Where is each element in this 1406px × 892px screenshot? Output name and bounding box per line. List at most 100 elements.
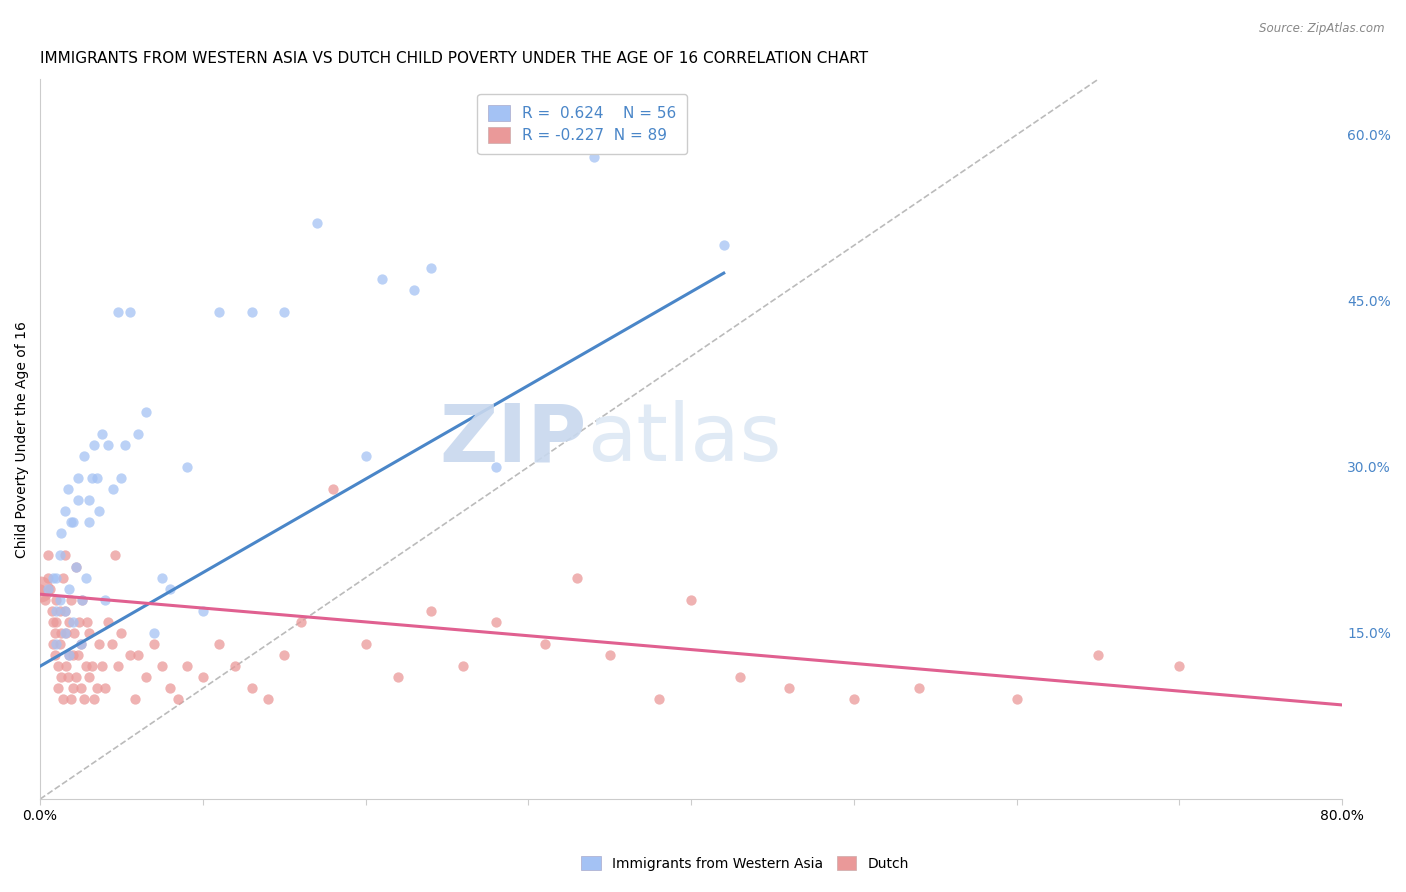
Point — [104, 549, 127, 563]
Point — [37, 582, 59, 596]
Point — [86, 471, 108, 485]
Point — [453, 659, 475, 673]
Point — [30, 582, 52, 596]
Point — [62, 615, 84, 629]
Point — [63, 626, 86, 640]
Point — [66, 471, 89, 485]
Point — [322, 482, 344, 496]
Point — [124, 692, 146, 706]
Point — [82, 471, 104, 485]
Point — [1087, 648, 1109, 662]
Point — [100, 637, 122, 651]
Point — [30, 582, 52, 596]
Point — [908, 681, 931, 696]
Point — [46, 659, 69, 673]
Point — [167, 692, 190, 706]
Point — [77, 670, 100, 684]
Point — [103, 482, 125, 496]
Point — [44, 648, 66, 662]
Point — [135, 670, 157, 684]
Point — [41, 604, 63, 618]
Point — [371, 271, 394, 285]
Point — [107, 305, 129, 319]
Point — [42, 571, 65, 585]
Point — [354, 637, 377, 651]
Point — [404, 283, 426, 297]
Point — [118, 648, 141, 662]
Point — [77, 493, 100, 508]
Point — [1005, 692, 1028, 706]
Point — [48, 637, 70, 651]
Point — [52, 571, 75, 585]
Point — [73, 692, 96, 706]
Point — [224, 659, 246, 673]
Point — [257, 692, 280, 706]
Point — [62, 648, 84, 662]
Point — [83, 692, 105, 706]
Point — [55, 659, 77, 673]
Point — [69, 637, 91, 651]
Point — [582, 150, 605, 164]
Point — [65, 559, 87, 574]
Point — [37, 549, 59, 563]
Point — [778, 681, 800, 696]
Point — [55, 626, 77, 640]
Point — [45, 571, 67, 585]
Point — [75, 659, 97, 673]
Point — [53, 604, 76, 618]
Point — [191, 670, 214, 684]
Point — [45, 592, 67, 607]
Point — [110, 626, 132, 640]
Point — [1168, 659, 1191, 673]
Point — [159, 582, 181, 596]
Point — [83, 438, 105, 452]
Point — [713, 238, 735, 252]
Point — [77, 515, 100, 529]
Point — [48, 592, 70, 607]
Point — [97, 615, 120, 629]
Point — [647, 692, 669, 706]
Point — [191, 604, 214, 618]
Point — [135, 404, 157, 418]
Point — [58, 648, 80, 662]
Point — [51, 526, 73, 541]
Point — [45, 615, 67, 629]
Point — [567, 571, 589, 585]
Point — [94, 681, 117, 696]
Point — [44, 626, 66, 640]
Point — [176, 459, 198, 474]
Legend: R =  0.624    N = 56, R = -0.227  N = 89: R = 0.624 N = 56, R = -0.227 N = 89 — [478, 95, 686, 153]
Text: ZIP: ZIP — [440, 401, 588, 478]
Point — [66, 648, 89, 662]
Legend: Immigrants from Western Asia, Dutch: Immigrants from Western Asia, Dutch — [576, 850, 914, 876]
Point — [72, 592, 94, 607]
Text: Source: ZipAtlas.com: Source: ZipAtlas.com — [1260, 22, 1385, 36]
Point — [69, 681, 91, 696]
Point — [240, 305, 263, 319]
Point — [67, 615, 90, 629]
Point — [65, 670, 87, 684]
Point — [42, 637, 65, 651]
Point — [176, 659, 198, 673]
Point — [86, 681, 108, 696]
Point — [73, 449, 96, 463]
Point — [419, 260, 441, 275]
Point — [46, 681, 69, 696]
Point — [75, 571, 97, 585]
Point — [273, 648, 295, 662]
Point — [53, 604, 76, 618]
Point — [290, 615, 312, 629]
Point — [51, 626, 73, 640]
Point — [94, 592, 117, 607]
Point — [110, 471, 132, 485]
Point — [60, 515, 83, 529]
Point — [305, 216, 328, 230]
Point — [60, 592, 83, 607]
Point — [66, 493, 89, 508]
Point — [42, 615, 65, 629]
Point — [533, 637, 555, 651]
Point — [127, 648, 149, 662]
Point — [51, 670, 73, 684]
Point — [34, 592, 56, 607]
Point — [53, 549, 76, 563]
